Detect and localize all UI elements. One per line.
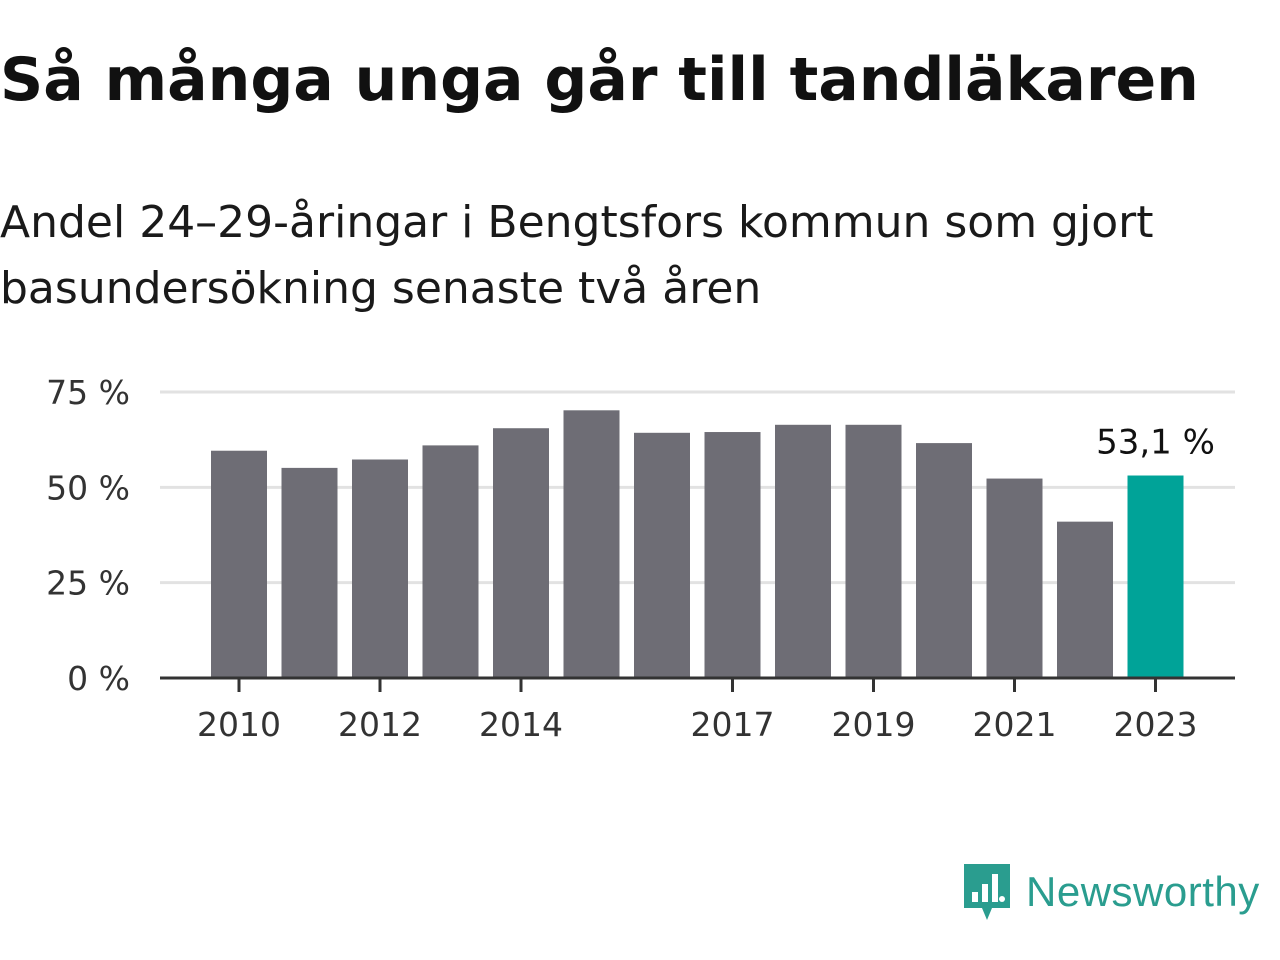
x-axis <box>160 676 1235 692</box>
bar-2015 <box>563 410 620 678</box>
y-tick-label: 50 % <box>46 468 130 507</box>
bar-2018 <box>775 424 831 678</box>
bar-2021 <box>986 478 1043 678</box>
bar-2017 <box>704 432 761 678</box>
y-axis-tick-labels: 0 % 25 % 50 % 75 % <box>46 373 130 698</box>
bar-2016 <box>634 432 690 678</box>
bar-2012 <box>352 459 408 678</box>
highlight-value-label: 53,1 % <box>1096 423 1215 463</box>
y-tick-label: 75 % <box>46 373 130 412</box>
gridlines <box>160 390 1235 585</box>
bar-2023 <box>1127 475 1184 678</box>
bar-chart: 0 % 25 % 50 % 75 % 2010 2012 2014 2017 2019 2021… <box>46 373 1235 744</box>
chart-subtitle: Andel 24–29-åringar i Bengtsfors kommun … <box>0 197 1154 314</box>
brand-name: Newsworthy <box>1026 868 1260 915</box>
x-tick-label: 2017 <box>691 705 775 744</box>
bar-2013 <box>422 445 479 678</box>
bar-2014 <box>493 428 549 678</box>
bars <box>211 410 1184 678</box>
data-labels: 53,1 % <box>1096 423 1215 463</box>
newsworthy-logo-icon <box>964 864 1010 920</box>
newsworthy-logo: Newsworthy <box>962 862 1260 922</box>
chart-title: Så många unga går till tandläkaren <box>0 45 1199 115</box>
x-tick-label: 2012 <box>338 705 422 744</box>
bar-2022 <box>1057 521 1113 678</box>
x-tick-label: 2019 <box>832 705 916 744</box>
x-axis-tick-labels: 2010 2012 2014 2017 2019 2021 2023 <box>197 705 1197 744</box>
bar-2019 <box>845 424 902 678</box>
x-tick-label: 2014 <box>479 705 563 744</box>
x-tick-label: 2010 <box>197 705 281 744</box>
x-tick-label: 2023 <box>1114 705 1198 744</box>
bar-2011 <box>281 467 338 678</box>
x-tick-label: 2021 <box>973 705 1057 744</box>
bar-2020 <box>916 443 972 678</box>
y-tick-label: 0 % <box>67 659 130 698</box>
bar-2010 <box>211 450 267 678</box>
y-tick-label: 25 % <box>46 564 130 603</box>
